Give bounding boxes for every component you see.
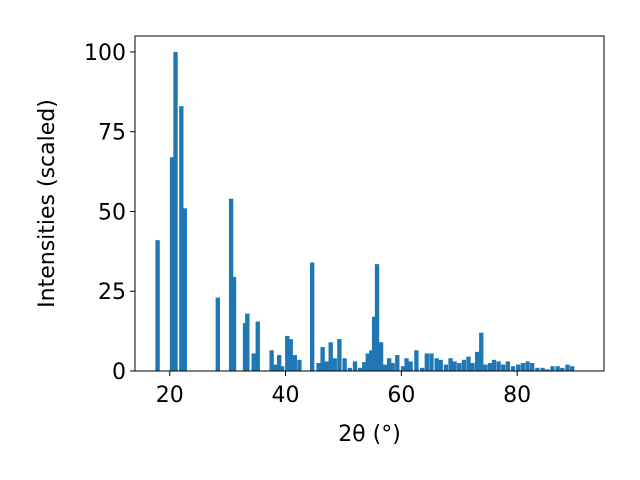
bar <box>487 363 493 371</box>
bar <box>510 366 516 371</box>
bar <box>475 351 480 371</box>
y-tick-label: 100 <box>84 41 126 66</box>
bar <box>365 353 370 371</box>
bar <box>434 358 439 371</box>
bar <box>520 363 526 371</box>
bar <box>424 353 429 371</box>
bar <box>332 358 337 371</box>
bar <box>395 355 400 371</box>
bar <box>320 347 325 371</box>
y-tick-label: 50 <box>98 200 126 225</box>
bar <box>540 367 545 371</box>
bar <box>369 350 374 371</box>
bar <box>545 369 550 371</box>
bar <box>483 364 488 371</box>
bar <box>358 367 363 371</box>
x-tick-label: 20 <box>156 383 184 408</box>
bar <box>231 276 237 371</box>
bar <box>501 364 506 371</box>
bar <box>378 342 384 371</box>
bar <box>516 364 521 371</box>
bar <box>179 106 184 371</box>
bar <box>342 358 347 371</box>
plot-frame <box>134 35 605 372</box>
bar <box>560 367 565 371</box>
bar <box>525 361 530 371</box>
bar <box>569 366 575 371</box>
bar <box>173 51 178 371</box>
bar <box>382 364 388 371</box>
x-tick-label: 60 <box>387 383 415 408</box>
bar <box>371 316 377 371</box>
y-tick-label: 25 <box>98 280 126 305</box>
bar <box>292 355 297 371</box>
bar <box>429 353 434 371</box>
bar <box>228 198 234 371</box>
bar <box>297 359 302 371</box>
bar <box>479 332 484 371</box>
x-axis-label: 2θ (°) <box>338 422 401 447</box>
bar <box>324 361 329 371</box>
y-axis-label: Intensities (scaled) <box>35 99 60 308</box>
bar <box>400 366 406 371</box>
bar <box>310 262 315 371</box>
bar <box>414 350 419 371</box>
bar <box>255 321 260 371</box>
bar <box>316 363 321 371</box>
bar <box>362 362 367 371</box>
bar <box>347 367 352 371</box>
bar <box>452 361 457 371</box>
x-tick-label: 80 <box>503 383 531 408</box>
bar <box>505 361 511 371</box>
bar <box>461 359 467 371</box>
bar <box>215 297 220 371</box>
bar <box>438 359 443 371</box>
bar <box>443 364 449 371</box>
bar <box>182 208 187 371</box>
bar <box>269 350 274 371</box>
y-tick-label: 0 <box>112 360 126 385</box>
bar <box>448 358 453 371</box>
bar <box>408 361 413 371</box>
bar <box>466 356 471 371</box>
bar <box>404 358 409 371</box>
bar <box>565 364 570 371</box>
bar <box>279 366 285 371</box>
bar <box>251 353 256 371</box>
y-ticks: 0 25 50 75 100 <box>84 41 135 385</box>
y-tick-label: 75 <box>98 121 126 146</box>
bar <box>496 361 501 371</box>
bar <box>390 363 395 371</box>
bar <box>285 335 290 371</box>
x-ticks: 20 40 60 80 <box>156 371 531 408</box>
bar <box>470 363 475 371</box>
bar <box>535 367 540 371</box>
bar <box>555 366 560 371</box>
bar <box>288 339 293 371</box>
bar <box>169 157 175 371</box>
bar <box>352 361 358 371</box>
bar <box>272 364 278 371</box>
bar <box>491 359 497 371</box>
bar <box>457 363 462 371</box>
bar <box>155 240 160 371</box>
bar <box>245 313 250 371</box>
bar <box>242 323 248 371</box>
bar <box>550 366 555 371</box>
bars-group <box>155 51 575 371</box>
bar <box>337 339 342 371</box>
bar <box>277 355 282 371</box>
bar <box>374 264 380 371</box>
bar <box>530 363 535 371</box>
bar <box>387 358 392 371</box>
bar <box>328 342 333 371</box>
x-tick-label: 40 <box>272 383 300 408</box>
bar <box>420 367 425 371</box>
